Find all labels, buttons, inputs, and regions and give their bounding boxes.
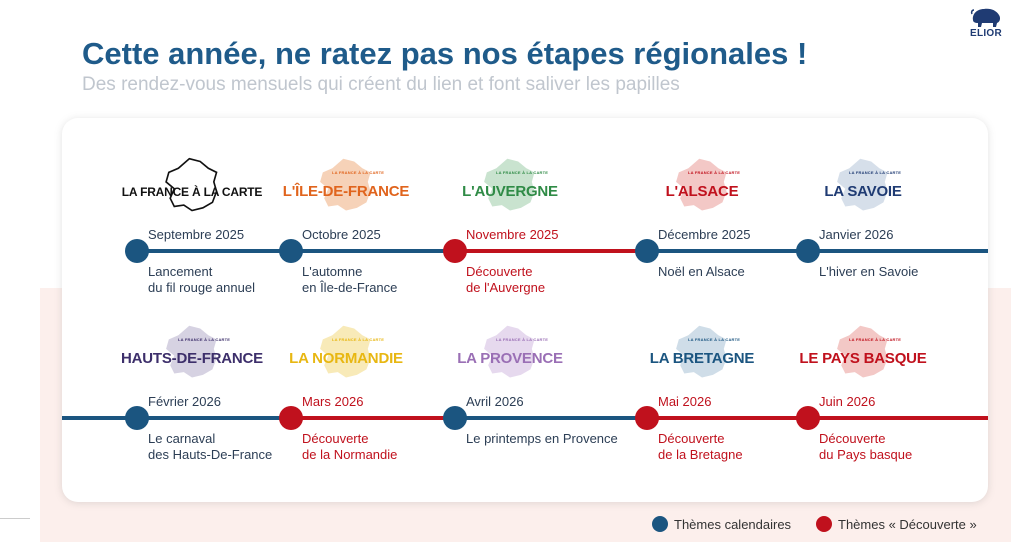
stage-description: Lancement du fil rouge annuel: [148, 264, 323, 296]
map-caption: LA FRANCE À LA CARTE: [496, 337, 549, 342]
region-name: LE PAYS BASQUE: [799, 350, 927, 367]
stage-date: Mai 2026: [658, 394, 712, 409]
map-caption: LA FRANCE À LA CARTE: [332, 337, 385, 342]
map-caption: LA FRANCE À LA CARTE: [849, 170, 902, 175]
region-name: LA NORMANDIE: [289, 350, 403, 367]
stage-description-line: de l'Auvergne: [466, 280, 546, 295]
timeline-dot-calendar: [796, 239, 820, 263]
stage-description: L'automne en Île-de-France: [302, 264, 477, 296]
legend-dot-calendar: [652, 516, 668, 532]
france-map-icon: [837, 158, 888, 211]
stage-date: Octobre 2025: [302, 227, 381, 242]
france-map-icon: [676, 325, 727, 378]
timeline-dot-calendar: [443, 406, 467, 430]
region-name: L'AUVERGNE: [462, 183, 558, 200]
france-map-icon: [320, 158, 371, 211]
stage-description: Découverte du Pays basque: [819, 431, 994, 463]
divider: [0, 518, 30, 519]
timeline-line-segment: [62, 416, 291, 420]
bison-icon: [970, 8, 1001, 27]
timeline-line-segment: [808, 249, 988, 253]
stage-description-line: Découverte: [302, 431, 369, 446]
stage-date: Avril 2026: [466, 394, 524, 409]
timeline-dot-calendar: [125, 239, 149, 263]
stage-description-line: des Hauts-De-France: [148, 447, 273, 462]
timeline-line-segment: [137, 249, 291, 253]
map-caption: LA FRANCE À LA CARTE: [688, 170, 741, 175]
stage-description-line: Le printemps en Provence: [466, 431, 618, 446]
france-map-icon: [165, 157, 218, 212]
region-name: LA FRANCE À LA CARTE: [121, 185, 263, 199]
map-caption: LA FRANCE À LA CARTE: [849, 337, 902, 342]
timeline-line-segment: [647, 416, 808, 420]
stage-description: Noël en Alsace: [658, 264, 833, 280]
stage-date: Novembre 2025: [466, 227, 559, 242]
stage-description-line: Lancement: [148, 264, 213, 279]
timeline-line-segment: [455, 416, 647, 420]
stage-description-line: de la Bretagne: [658, 447, 743, 462]
stage-description-line: du Pays basque: [819, 447, 913, 462]
stage-date: Mars 2026: [302, 394, 364, 409]
france-map-icon: [484, 325, 535, 378]
france-map-icon: [320, 325, 371, 378]
map-caption: LA FRANCE À LA CARTE: [178, 337, 231, 342]
legend-label: Thèmes « Découverte »: [838, 516, 977, 532]
timeline-dot-discovery: [279, 406, 303, 430]
timeline-dot-discovery: [443, 239, 467, 263]
timeline-line-segment: [291, 416, 455, 420]
stage-date: Décembre 2025: [658, 227, 751, 242]
stage-description-line: en Île-de-France: [302, 280, 398, 295]
region-name: L'ÎLE-DE-FRANCE: [282, 183, 410, 200]
timeline-dot-calendar: [279, 239, 303, 263]
map-caption: LA FRANCE À LA CARTE: [332, 170, 385, 175]
legend-discovery: Thèmes « Découverte »: [816, 516, 977, 532]
stage-description: Le carnaval des Hauts-De-France: [148, 431, 323, 463]
map-caption: LA FRANCE À LA CARTE: [688, 337, 741, 342]
stage-date: Février 2026: [148, 394, 221, 409]
stage-description-line: du fil rouge annuel: [148, 280, 255, 295]
stage-description-line: Découverte: [658, 431, 725, 446]
stage-description-line: Le carnaval: [148, 431, 216, 446]
region-name: LA BRETAGNE: [649, 350, 755, 367]
timeline-dot-discovery: [635, 406, 659, 430]
page-subtitle: Des rendez-vous mensuels qui créent du l…: [82, 74, 680, 95]
stage-description: Découverte de la Normandie: [302, 431, 477, 463]
stage-description: L'hiver en Savoie: [819, 264, 994, 280]
stage-description-line: Découverte: [466, 264, 533, 279]
region-name: HAUTS-DE-FRANCE: [121, 350, 263, 367]
map-caption: LA FRANCE À LA CARTE: [496, 170, 549, 175]
region-name: L'ALSACE: [665, 183, 739, 200]
timeline-line-segment: [808, 416, 988, 420]
stage-description-line: de la Normandie: [302, 447, 398, 462]
stage-date: Janvier 2026: [819, 227, 894, 242]
timeline-dot-calendar: [635, 239, 659, 263]
timeline-dot-calendar: [125, 406, 149, 430]
timeline-dot-discovery: [796, 406, 820, 430]
legend-calendar: Thèmes calendaires: [652, 516, 791, 532]
france-map-icon: [166, 325, 217, 378]
region-name: LA PROVENCE: [457, 350, 563, 367]
france-map-icon: [837, 325, 888, 378]
france-map-icon: [484, 158, 535, 211]
stage-description-line: Noël en Alsace: [658, 264, 745, 279]
stage-date: Juin 2026: [819, 394, 876, 409]
timeline-line-segment: [455, 249, 647, 253]
page-title: Cette année, ne ratez pas nos étapes rég…: [82, 36, 808, 71]
timeline-line-segment: [647, 249, 808, 253]
stage-description-line: L'automne: [302, 264, 363, 279]
logo-text: ELIOR: [969, 28, 1003, 39]
stage-description-line: L'hiver en Savoie: [819, 264, 919, 279]
stage-date: Septembre 2025: [148, 227, 245, 242]
timeline-line-segment: [291, 249, 455, 253]
stage-description-line: Découverte: [819, 431, 886, 446]
legend-label: Thèmes calendaires: [674, 516, 792, 532]
region-name: LA SAVOIE: [824, 183, 902, 200]
legend-dot-discovery: [816, 516, 832, 532]
france-map-icon: [676, 158, 727, 211]
elior-logo: ELIOR: [966, 6, 1006, 40]
stage-description: Découverte de la Bretagne: [658, 431, 833, 463]
stage-description: Le printemps en Provence: [466, 431, 641, 447]
stage-description: Découverte de l'Auvergne: [466, 264, 641, 296]
